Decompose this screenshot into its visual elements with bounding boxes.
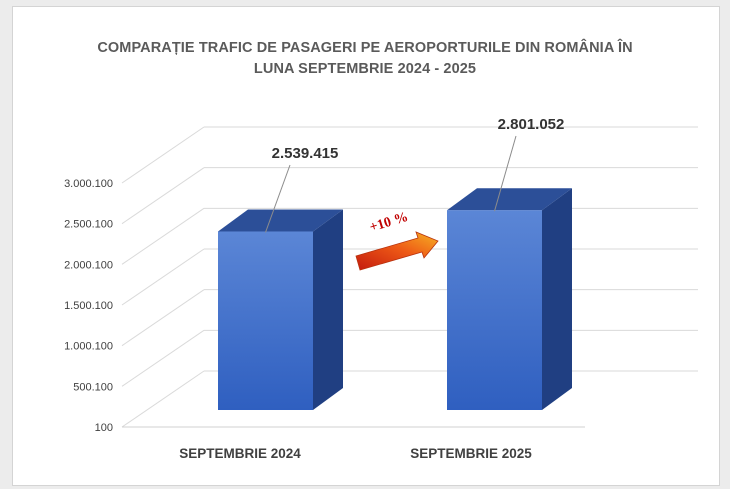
category-label: SEPTEMBRIE 2025 (410, 446, 532, 461)
y-tick-label: 100 (95, 422, 113, 434)
data-label: 2.539.415 (272, 145, 339, 162)
chart-title-line-2: LUNA SEPTEMBRIE 2024 - 2025 (253, 61, 477, 77)
data-label-leader (494, 135, 517, 212)
y-tick-label: 2.500.100 (64, 219, 113, 231)
category-label: SEPTEMBRIE 2024 (179, 446, 301, 461)
data-label: 2.801.052 (498, 116, 565, 133)
y-tick-label: 2.000.100 (64, 259, 113, 271)
chart-title: COMPARAȚIE TRAFIC DE PASAGERI PE AEROPOR… (0, 38, 730, 80)
growth-arrow-icon (355, 231, 439, 271)
growth-annotation: +10 % (368, 210, 410, 236)
y-tick-label: 500.100 (73, 381, 113, 393)
chart-title-line-1: COMPARAȚIE TRAFIC DE PASAGERI PE AEROPOR… (97, 40, 633, 56)
bar (218, 209, 343, 410)
bar (447, 188, 572, 410)
y-tick-label: 3.000.100 (64, 178, 113, 190)
y-tick-label: 1.500.100 (64, 300, 113, 312)
y-tick-label: 1.000.100 (64, 341, 113, 353)
chart-frame (12, 6, 720, 486)
data-label-leader (265, 164, 291, 233)
